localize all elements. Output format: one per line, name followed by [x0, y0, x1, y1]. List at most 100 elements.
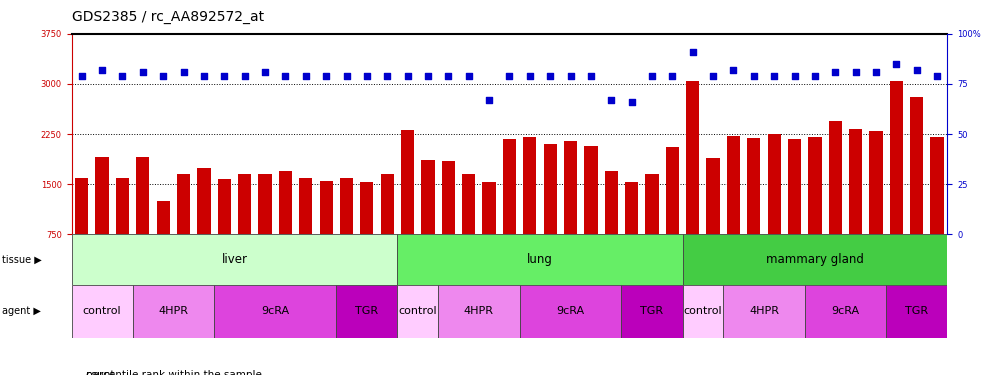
Text: tissue ▶: tissue ▶	[2, 255, 42, 265]
Bar	[683, 234, 947, 285]
Bar	[520, 285, 621, 338]
Point	[440, 73, 456, 79]
Point	[217, 73, 233, 79]
Point	[746, 73, 761, 79]
Point	[582, 73, 598, 79]
Bar	[76, 177, 88, 234]
Point	[623, 99, 639, 105]
Point	[135, 69, 151, 75]
Text: 4HPR: 4HPR	[464, 306, 494, 316]
Text: 9cRA: 9cRA	[261, 306, 289, 316]
Text: GDS2385 / rc_AA892572_at: GDS2385 / rc_AA892572_at	[72, 10, 263, 24]
Point	[685, 49, 701, 55]
Text: control: control	[399, 306, 437, 316]
Bar	[829, 122, 842, 234]
Bar	[707, 158, 720, 234]
Text: count: count	[85, 370, 115, 375]
Point	[522, 73, 538, 79]
Bar	[441, 162, 455, 234]
Point	[563, 73, 579, 79]
Bar	[438, 285, 520, 338]
Bar	[398, 234, 683, 285]
Point	[400, 73, 415, 79]
Point	[481, 97, 497, 103]
Point	[644, 73, 660, 79]
Point	[196, 73, 212, 79]
Bar	[258, 174, 271, 234]
Bar	[72, 234, 398, 285]
Point	[420, 73, 436, 79]
Point	[827, 69, 843, 75]
Bar	[421, 160, 434, 234]
Bar	[767, 134, 781, 234]
Bar	[890, 81, 903, 234]
Point	[176, 69, 192, 75]
Text: 9cRA: 9cRA	[831, 306, 860, 316]
Bar	[340, 177, 353, 234]
Point	[929, 73, 945, 79]
Point	[74, 73, 89, 79]
Bar	[72, 285, 132, 338]
Bar	[666, 147, 679, 234]
Point	[461, 73, 477, 79]
Text: TGR: TGR	[906, 306, 928, 316]
Point	[114, 73, 130, 79]
Bar	[218, 179, 231, 234]
Point	[257, 69, 273, 75]
Bar	[398, 285, 438, 338]
Bar	[544, 144, 557, 234]
Bar	[808, 137, 821, 234]
Bar	[198, 168, 211, 234]
Bar	[336, 285, 398, 338]
Point	[726, 67, 742, 73]
Bar	[214, 285, 336, 338]
Bar	[621, 285, 683, 338]
Point	[868, 69, 884, 75]
Point	[339, 73, 355, 79]
Bar	[238, 174, 251, 234]
Bar	[747, 138, 760, 234]
Text: mammary gland: mammary gland	[766, 253, 864, 266]
Point	[298, 73, 314, 79]
Text: lung: lung	[527, 253, 553, 266]
Bar	[911, 97, 923, 234]
Point	[705, 73, 721, 79]
Bar	[645, 174, 659, 234]
Bar	[401, 130, 414, 234]
Point	[664, 73, 680, 79]
Bar	[849, 129, 862, 234]
Text: 4HPR: 4HPR	[749, 306, 779, 316]
Bar	[887, 285, 947, 338]
Bar	[625, 182, 638, 234]
Bar	[686, 81, 700, 234]
Bar	[381, 174, 394, 234]
Point	[807, 73, 823, 79]
Bar	[136, 158, 149, 234]
Bar	[319, 181, 333, 234]
Bar	[604, 171, 618, 234]
Point	[359, 73, 375, 79]
Text: control: control	[83, 306, 121, 316]
Text: TGR: TGR	[355, 306, 379, 316]
Bar	[930, 137, 943, 234]
Bar	[157, 201, 170, 234]
Bar	[523, 137, 537, 234]
Bar	[132, 285, 214, 338]
Point	[277, 73, 293, 79]
Point	[155, 73, 171, 79]
Bar	[584, 146, 597, 234]
Bar	[482, 182, 496, 234]
Point	[94, 67, 110, 73]
Bar	[727, 136, 741, 234]
Bar	[462, 174, 475, 234]
Text: 9cRA: 9cRA	[557, 306, 584, 316]
Text: control: control	[684, 306, 723, 316]
Point	[786, 73, 802, 79]
Bar	[724, 285, 805, 338]
Bar	[278, 171, 292, 234]
Point	[889, 61, 905, 67]
Bar	[683, 285, 724, 338]
Bar	[95, 158, 108, 234]
Bar	[788, 139, 801, 234]
Bar	[503, 139, 516, 234]
